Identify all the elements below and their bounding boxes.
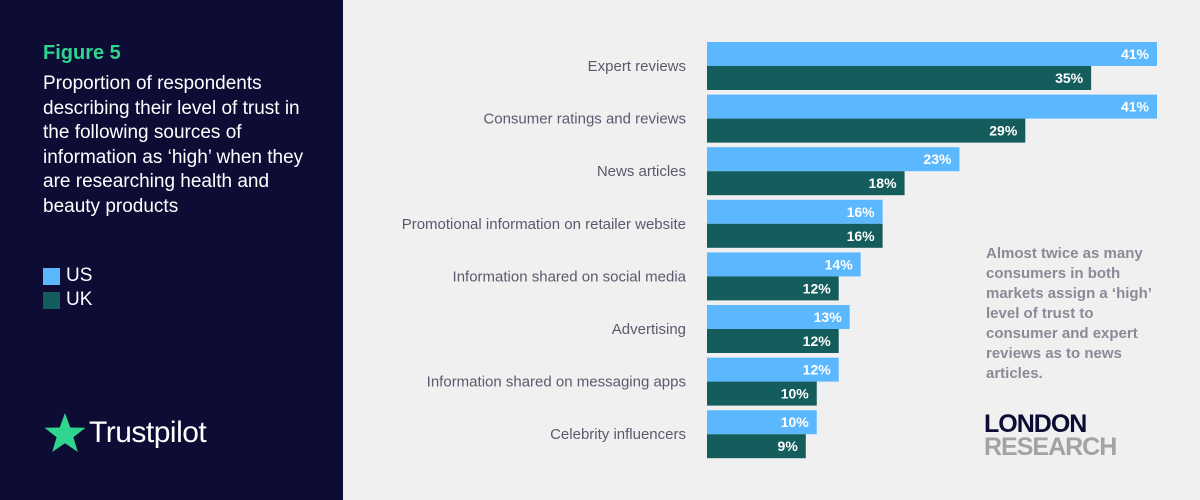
bar-uk (707, 434, 806, 459)
annotation-note: Almost twice as many consumers in both m… (986, 245, 1152, 382)
bar-uk (707, 329, 839, 353)
brand-name: Trustpilot (89, 416, 207, 449)
figure-title: Proportion of respondents describing the… (43, 73, 304, 217)
bar-us (707, 252, 861, 277)
data-label-us: 13% (814, 309, 843, 325)
data-label-us: 16% (847, 204, 876, 220)
data-label-uk: 9% (778, 438, 799, 454)
star-icon (44, 413, 86, 452)
bar-uk (707, 118, 1026, 143)
trustpilot-logo: Trustpilot (43, 412, 207, 454)
data-label-uk: 35% (1055, 70, 1084, 86)
category-label: Expert reviews (588, 58, 686, 75)
data-label-uk: 12% (803, 280, 832, 296)
category-label: News articles (597, 163, 686, 180)
category-label: Information shared on social media (453, 268, 687, 285)
legend-swatch-uk (43, 291, 60, 309)
category-label: Promotional information on retailer webs… (402, 216, 686, 233)
category-label: Information shared on messaging apps (427, 374, 686, 391)
chart-panel: Expert reviews 41% 35% Consumer ratings and… (343, 0, 1200, 500)
bar-uk (707, 171, 905, 196)
bar-uk (707, 223, 883, 248)
bar-chart: Expert reviews 41% 35% Consumer ratings and… (402, 42, 1157, 459)
logo-line-1: LONDON (984, 410, 1087, 438)
data-label-uk: 29% (989, 123, 1018, 139)
legend-label-us: US (66, 265, 93, 286)
bar-us (707, 357, 839, 382)
category-label: Consumer ratings and reviews (483, 111, 686, 128)
bar-us (707, 147, 960, 172)
sidebar: Figure 5 Proportion of respondents descr… (0, 0, 343, 500)
figure-label: Figure 5 (43, 42, 121, 64)
data-label-us: 41% (1121, 46, 1150, 62)
data-label-us: 12% (803, 362, 832, 378)
category-label: Advertising (612, 321, 686, 338)
bar-uk (707, 276, 839, 301)
data-label-us: 23% (923, 151, 952, 167)
logo-line-2: RESEARCH (984, 433, 1117, 461)
data-label-us: 41% (1121, 99, 1150, 115)
data-label-uk: 16% (847, 228, 876, 244)
data-label-uk: 18% (869, 175, 898, 191)
data-label-us: 10% (781, 414, 810, 430)
category-label: Celebrity influencers (550, 426, 686, 443)
legend: US UK (43, 264, 92, 312)
legend-item-uk: UK (43, 288, 92, 312)
bar-us (707, 410, 817, 435)
bar-uk (707, 381, 817, 406)
data-label-us: 14% (825, 256, 854, 272)
london-research-logo: LONDON RESEARCH (984, 410, 1117, 461)
data-label-uk: 12% (803, 333, 832, 349)
bar-us (707, 42, 1157, 66)
legend-label-uk: UK (66, 289, 93, 310)
bar-us (707, 199, 883, 224)
legend-item-us: US (43, 264, 92, 288)
bar-us (707, 305, 850, 329)
legend-swatch-us (43, 267, 60, 285)
data-label-uk: 10% (781, 386, 810, 402)
bar-uk (707, 66, 1092, 90)
bar-us (707, 94, 1157, 119)
